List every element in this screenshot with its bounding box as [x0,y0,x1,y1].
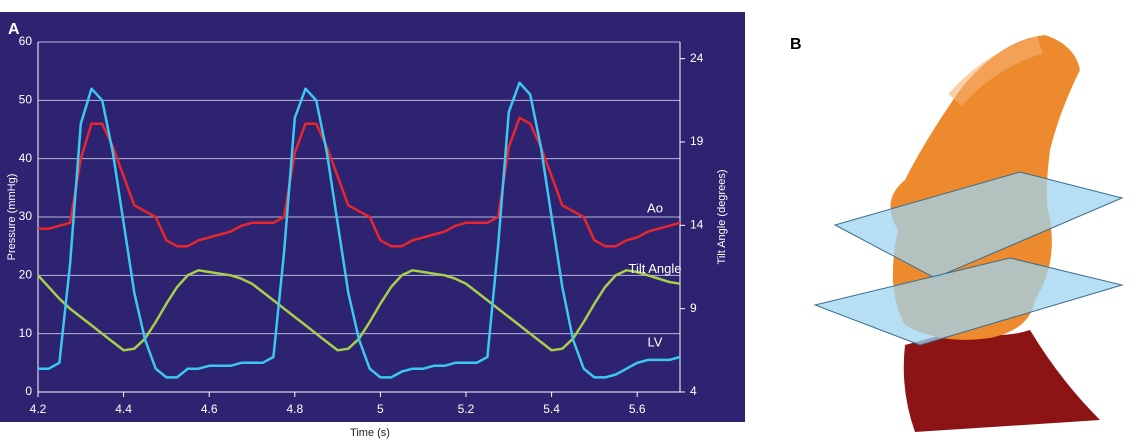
y2-tick-label: 24 [690,51,704,65]
x-axis-title: Time (s) [350,427,390,439]
illustration [813,35,1124,432]
series-line [38,81,681,379]
y-tick-label: 0 [25,384,32,398]
y2-tick-label: 19 [690,134,704,148]
series-line [38,116,681,248]
x-tick-label: 5.2 [458,402,475,416]
ventricle [903,330,1100,432]
y-tick-label: 10 [19,326,33,340]
plane [813,257,1124,346]
y-axis-title: Pressure (mmHg) [6,174,18,261]
x-tick-label: 5.6 [629,402,646,416]
y-tick-label: 40 [19,151,33,165]
highlight [948,36,1043,107]
x-tick-label: 4.6 [201,402,218,416]
plane [833,171,1124,279]
y-tick-label: 30 [19,209,33,223]
series-label: Tilt Angle [629,261,682,276]
x-tick-label: 5.4 [543,402,560,416]
series-label: Ao [647,200,663,215]
y-tick-label: 50 [19,93,33,107]
y2-tick-label: 4 [690,384,697,398]
y2-tick-label: 9 [690,301,697,315]
y-tick-label: 60 [19,34,33,48]
x-tick-label: 4.4 [115,402,132,416]
series-label: LV [648,334,663,349]
x-tick-label: 5 [377,402,384,416]
x-tick-label: 4.8 [286,402,303,416]
y-tick-label: 20 [19,268,33,282]
panel-label: B [790,36,802,53]
y2-tick-label: 14 [690,218,704,232]
panel-label: A [8,21,20,38]
y2-axis-title: Tilt Angle (degrees) [716,170,728,265]
x-tick-label: 4.2 [30,402,47,416]
